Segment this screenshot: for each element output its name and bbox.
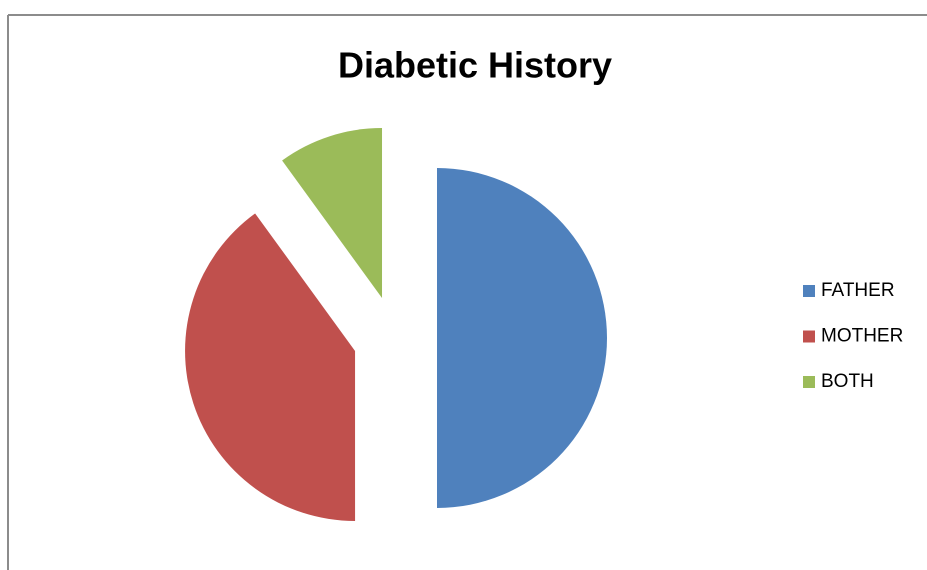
legend-label: BOTH (821, 371, 874, 392)
legend-label: FATHER (821, 280, 895, 301)
chart-title: Diabetic History (338, 45, 612, 86)
legend-swatch (803, 376, 815, 388)
legend-swatch (803, 330, 815, 343)
legend-label: MOTHER (821, 326, 903, 347)
legend-swatch (803, 285, 815, 297)
pie-slice (185, 213, 356, 521)
pie-slice (437, 168, 607, 508)
pie-slice (282, 128, 383, 299)
